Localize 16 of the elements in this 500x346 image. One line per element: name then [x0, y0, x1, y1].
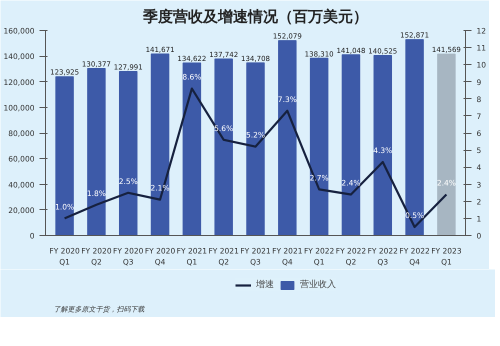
bar	[246, 62, 265, 236]
bar	[214, 58, 233, 236]
bar	[55, 76, 74, 236]
chart-title: 季度营收及增速情况（百万美元）	[142, 8, 368, 26]
legend-label: 增速	[256, 278, 275, 291]
bar	[405, 39, 424, 236]
bar	[437, 54, 456, 236]
bar	[150, 53, 170, 236]
bar	[374, 54, 392, 236]
legend-label: 营业收入	[300, 278, 336, 291]
bar	[118, 71, 138, 236]
bar	[278, 40, 297, 236]
bar	[87, 68, 106, 236]
bar	[310, 58, 328, 236]
bar	[182, 62, 202, 236]
bar	[342, 54, 360, 236]
